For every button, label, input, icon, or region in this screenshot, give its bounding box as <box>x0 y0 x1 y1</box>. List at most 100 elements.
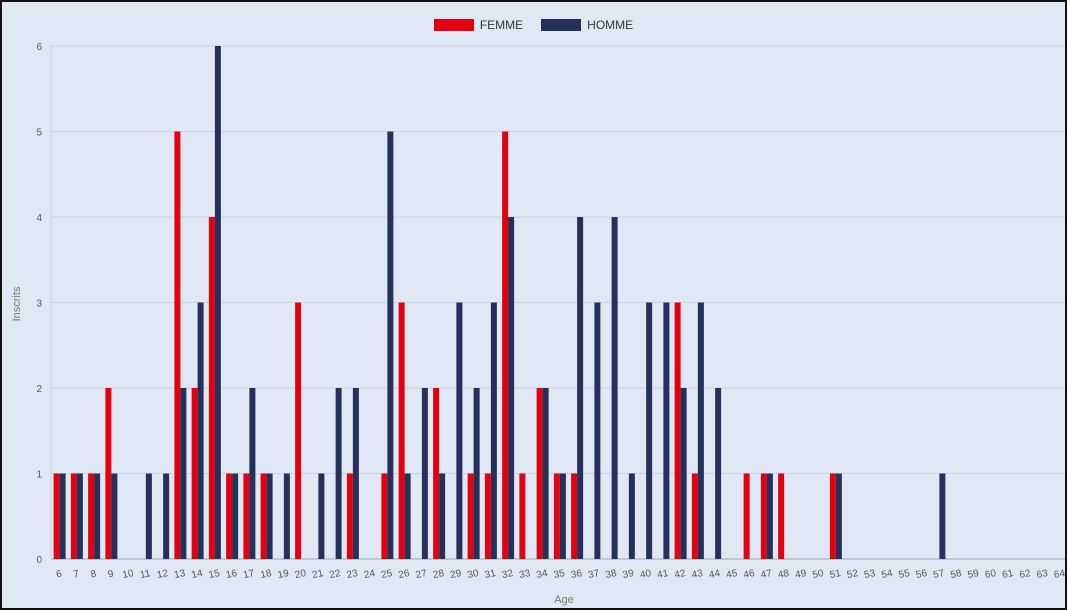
x-tick-label: 37 <box>587 568 601 581</box>
bar-homme-32[interactable] <box>508 217 515 559</box>
bar-homme-18[interactable] <box>266 473 273 560</box>
bar-homme-25[interactable] <box>387 131 394 560</box>
bar-femme-51[interactable] <box>829 473 836 560</box>
x-tick-label: 63 <box>1036 568 1050 581</box>
bar-homme-21[interactable] <box>318 473 325 560</box>
bar-femme-30[interactable] <box>467 473 474 560</box>
bar-femme-13[interactable] <box>174 131 181 560</box>
bar-homme-14[interactable] <box>197 302 204 560</box>
x-tick-label: 56 <box>915 568 929 581</box>
bar-homme-31[interactable] <box>490 302 497 560</box>
x-tick-label: 49 <box>794 568 808 581</box>
bar-homme-9[interactable] <box>111 473 118 560</box>
bar-femme-42[interactable] <box>674 302 681 560</box>
bar-homme-41[interactable] <box>663 302 670 560</box>
legend-label-homme: HOMME <box>587 18 634 32</box>
bar-homme-28[interactable] <box>439 473 446 560</box>
bar-femme-36[interactable] <box>571 473 578 560</box>
bar-homme-43[interactable] <box>697 302 704 560</box>
x-tick-label: 47 <box>760 568 774 581</box>
y-tick-label: 1 <box>36 470 42 481</box>
bar-homme-42[interactable] <box>680 388 687 559</box>
x-tick-label: 16 <box>225 568 239 581</box>
bar-homme-23[interactable] <box>352 388 359 559</box>
bar-femme-17[interactable] <box>243 473 250 560</box>
bar-homme-51[interactable] <box>835 473 842 560</box>
bar-femme-43[interactable] <box>691 473 698 560</box>
bar-homme-19[interactable] <box>283 473 290 560</box>
bar-homme-16[interactable] <box>232 473 239 560</box>
x-tick-label: 52 <box>846 568 860 581</box>
x-tick-label: 44 <box>708 568 722 581</box>
y-tick-label: 0 <box>36 555 42 566</box>
bar-femme-34[interactable] <box>536 388 543 559</box>
x-tick-label: 51 <box>829 568 843 581</box>
bar-homme-36[interactable] <box>577 217 584 559</box>
bar-femme-18[interactable] <box>260 473 267 560</box>
bar-homme-38[interactable] <box>611 217 618 559</box>
bar-homme-35[interactable] <box>559 473 566 560</box>
bar-femme-26[interactable] <box>398 302 405 560</box>
bar-homme-34[interactable] <box>542 388 549 559</box>
legend-item-femme[interactable]: FEMME <box>433 18 524 32</box>
bar-homme-30[interactable] <box>473 388 480 559</box>
bars <box>53 46 946 560</box>
bar-femme-25[interactable] <box>381 473 388 560</box>
bar-homme-11[interactable] <box>145 473 152 560</box>
bar-femme-46[interactable] <box>743 473 750 560</box>
bar-homme-37[interactable] <box>594 302 601 560</box>
x-tick-label: 20 <box>294 568 308 581</box>
legend-label-femme: FEMME <box>479 18 524 32</box>
bar-femme-28[interactable] <box>433 388 440 559</box>
bar-homme-26[interactable] <box>404 473 411 560</box>
bar-femme-7[interactable] <box>70 473 77 560</box>
bar-femme-15[interactable] <box>208 217 215 559</box>
y-tick-label: 4 <box>36 213 42 224</box>
x-tick-label: 30 <box>467 568 481 581</box>
bar-homme-29[interactable] <box>456 302 463 560</box>
bar-femme-14[interactable] <box>191 388 198 559</box>
x-tick-label: 21 <box>311 568 325 581</box>
bar-homme-39[interactable] <box>628 473 635 560</box>
legend-swatch-femme <box>433 19 474 31</box>
bar-homme-13[interactable] <box>180 388 187 559</box>
bar-homme-6[interactable] <box>59 473 66 560</box>
bar-homme-40[interactable] <box>646 302 653 560</box>
bar-femme-16[interactable] <box>226 473 233 560</box>
bar-femme-35[interactable] <box>553 473 560 560</box>
bar-homme-27[interactable] <box>421 388 428 559</box>
x-tick-label: 36 <box>570 568 584 581</box>
x-tick-label: 61 <box>1001 568 1015 581</box>
bar-femme-31[interactable] <box>484 473 491 560</box>
bar-femme-33[interactable] <box>519 473 526 560</box>
bar-homme-22[interactable] <box>335 388 342 559</box>
bar-homme-17[interactable] <box>249 388 256 559</box>
bar-homme-12[interactable] <box>163 473 170 560</box>
bar-femme-6[interactable] <box>53 473 60 560</box>
bar-homme-8[interactable] <box>94 473 101 560</box>
bar-femme-32[interactable] <box>502 131 509 560</box>
bar-homme-15[interactable] <box>214 46 221 559</box>
bar-femme-23[interactable] <box>346 473 353 560</box>
x-tick-label: 55 <box>898 568 912 581</box>
bar-femme-48[interactable] <box>778 473 785 560</box>
bar-femme-9[interactable] <box>105 388 112 559</box>
x-tick-label: 48 <box>777 568 791 581</box>
x-tick-label: 11 <box>139 568 152 581</box>
bar-homme-57[interactable] <box>939 473 946 560</box>
bar-homme-44[interactable] <box>715 388 722 559</box>
x-tick-label: 28 <box>432 568 446 581</box>
bar-homme-7[interactable] <box>76 473 83 560</box>
bar-femme-47[interactable] <box>760 473 767 560</box>
legend-item-homme[interactable]: HOMME <box>541 18 633 32</box>
x-tick-label: 62 <box>1019 568 1033 581</box>
y-axis-label: Inscrits <box>11 286 23 321</box>
bar-femme-8[interactable] <box>88 473 95 560</box>
x-tick-label: 64 <box>1053 568 1065 581</box>
x-tick-label: 10 <box>122 568 136 581</box>
x-tick-label: 8 <box>90 569 98 581</box>
bar-homme-47[interactable] <box>766 473 773 560</box>
bar-femme-20[interactable] <box>295 302 302 560</box>
x-tick-label: 58 <box>950 568 964 581</box>
